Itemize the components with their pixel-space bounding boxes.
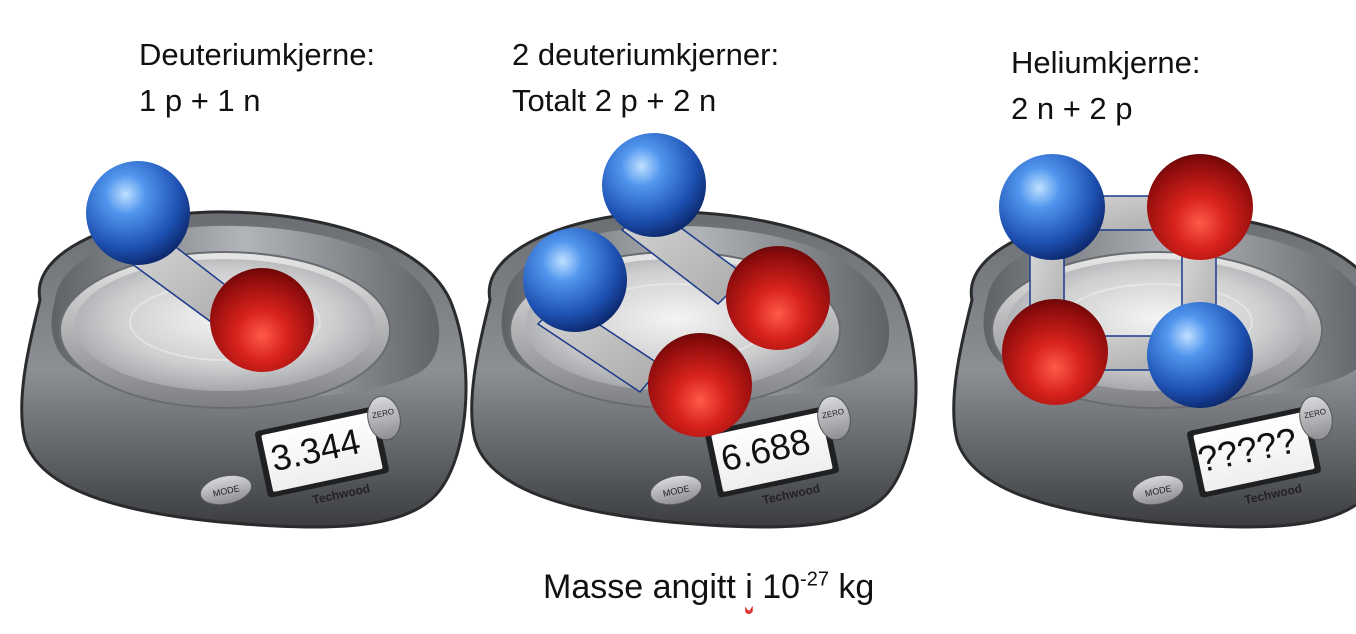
proton-sphere bbox=[648, 333, 752, 437]
note-exponent: -27 bbox=[800, 568, 829, 591]
neutron-sphere bbox=[999, 154, 1105, 260]
scale-3-zero-button[interactable]: ZERO bbox=[1296, 393, 1336, 443]
note-word: i bbox=[745, 568, 753, 606]
note-base: 10 bbox=[752, 568, 801, 606]
note-unit: kg bbox=[828, 568, 875, 606]
panel-3-caption: Heliumkjerne: 2 n + 2 p bbox=[1011, 40, 1201, 132]
panel-3-title: Heliumkjerne: bbox=[1011, 45, 1201, 80]
neutron-sphere bbox=[86, 161, 190, 265]
note-prefix: Masse angitt bbox=[543, 568, 746, 606]
panel-1-caption: Deuteriumkjerne: 1 p + 1 n bbox=[139, 32, 375, 124]
proton-sphere bbox=[726, 246, 830, 350]
panel-1-title: Deuteriumkjerne: bbox=[139, 37, 376, 72]
scale-1-mode-button[interactable]: MODE bbox=[198, 471, 255, 509]
scale-1-zero-button[interactable]: ZERO bbox=[364, 393, 404, 443]
scale-3-mode-button[interactable]: MODE bbox=[1130, 471, 1187, 509]
mass-unit-note: Masse angitt i 10-27 kg bbox=[543, 568, 874, 607]
scale-2-zero-button[interactable]: ZERO bbox=[814, 393, 854, 443]
scale-2-mode-button[interactable]: MODE bbox=[648, 471, 705, 509]
neutron-sphere bbox=[1147, 302, 1253, 408]
panel-3-subtitle: 2 n + 2 p bbox=[1011, 91, 1133, 126]
scale-3: ????? Techwood MODE ZERO bbox=[952, 154, 1356, 529]
panel-2-title: 2 deuteriumkjerner: bbox=[512, 37, 780, 72]
panel-1-subtitle: 1 p + 1 n bbox=[139, 83, 261, 118]
proton-sphere bbox=[1002, 299, 1108, 405]
proton-sphere bbox=[1147, 154, 1253, 260]
panel-2-subtitle: Totalt 2 p + 2 n bbox=[512, 83, 717, 118]
panel-2-caption: 2 deuteriumkjerner: Totalt 2 p + 2 n bbox=[512, 32, 779, 124]
scale-2: 6.688 Techwood MODE ZERO bbox=[470, 133, 918, 529]
scale-1: 3.344 Techwood MODE ZERO bbox=[20, 161, 468, 529]
proton-sphere bbox=[210, 268, 314, 372]
neutron-sphere bbox=[602, 133, 706, 237]
neutron-sphere bbox=[523, 228, 627, 332]
